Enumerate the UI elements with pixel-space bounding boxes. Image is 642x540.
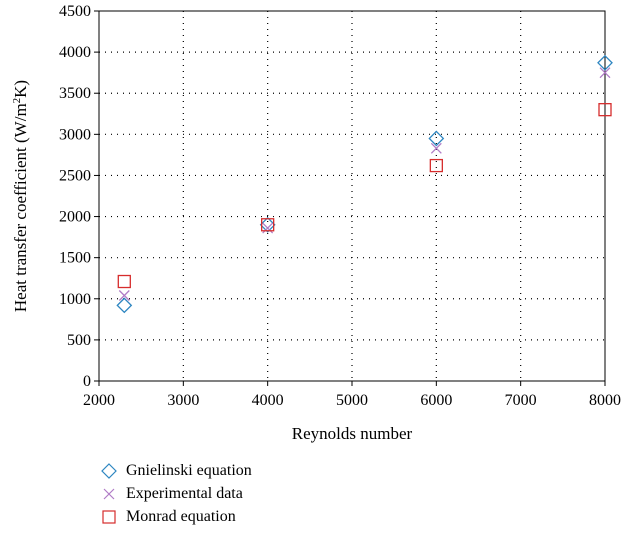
monrad-point [117, 274, 131, 289]
legend-label: Monrad equation [126, 507, 236, 525]
gnielinski-point [259, 216, 276, 233]
gnielinski-point [116, 297, 133, 314]
experimental-point [118, 290, 130, 301]
x-marker-icon [103, 488, 115, 499]
legend: Gnielinski equation Experimental data Mo… [98, 459, 252, 528]
monrad-point [429, 158, 443, 173]
y-tick-label: 1000 [59, 291, 91, 308]
y-tick-label: 1500 [59, 250, 91, 267]
legend-item-experimental: Experimental data [98, 482, 252, 505]
y-tick-label: 4000 [59, 44, 91, 61]
gnielinski-point [428, 130, 445, 147]
chart: 0 500 1000 1500 2000 2500 3000 3500 4000 4500 2000… [11, 3, 621, 443]
experimental-point [430, 142, 442, 154]
data-markers [116, 54, 613, 314]
y-axis-title-superscript: 2 [11, 98, 23, 104]
gnielinski-point [597, 54, 613, 71]
x-tick-label: 6000 [420, 392, 452, 409]
diamond-marker-icon [101, 462, 117, 479]
experimental-point [599, 67, 611, 79]
y-tick-label: 2000 [59, 209, 91, 226]
x-tick-label: 5000 [336, 392, 368, 409]
y-axis-title: Heat transfer coefficient (W/m2K) [11, 80, 30, 312]
y-tick-label: 4500 [59, 3, 91, 20]
y-axis-title-main: Heat transfer coefficient (W/m [11, 103, 30, 312]
monrad-point [598, 103, 612, 117]
monrad-point [261, 218, 275, 232]
plot-area-frame [98, 10, 606, 382]
legend-label: Gnielinski equation [126, 461, 252, 479]
y-tick-label: 0 [83, 373, 91, 390]
y-tick-label: 2500 [59, 167, 91, 184]
x-tick-label: 2000 [83, 392, 115, 409]
x-tick-label: 3000 [167, 392, 199, 409]
legend-item-gnielinski: Gnielinski equation [98, 459, 252, 482]
y-tick-label: 3500 [59, 85, 91, 102]
axis-ticks: 0 500 1000 1500 2000 2500 3000 3500 4000 4500 2000… [59, 3, 621, 409]
x-tick-label: 4000 [252, 392, 284, 409]
legend-label: Experimental data [126, 484, 243, 502]
x-tick-label: 8000 [589, 392, 621, 409]
y-tick-label: 500 [67, 332, 91, 349]
y-axis-title-end: K) [11, 80, 30, 98]
legend-item-monrad: Monrad equation [98, 505, 252, 528]
x-tick-label: 7000 [505, 392, 537, 409]
x-axis-title: Reynolds number [292, 424, 413, 443]
grid [99, 11, 605, 381]
y-tick-label: 3000 [59, 126, 91, 143]
square-marker-icon [102, 509, 116, 524]
